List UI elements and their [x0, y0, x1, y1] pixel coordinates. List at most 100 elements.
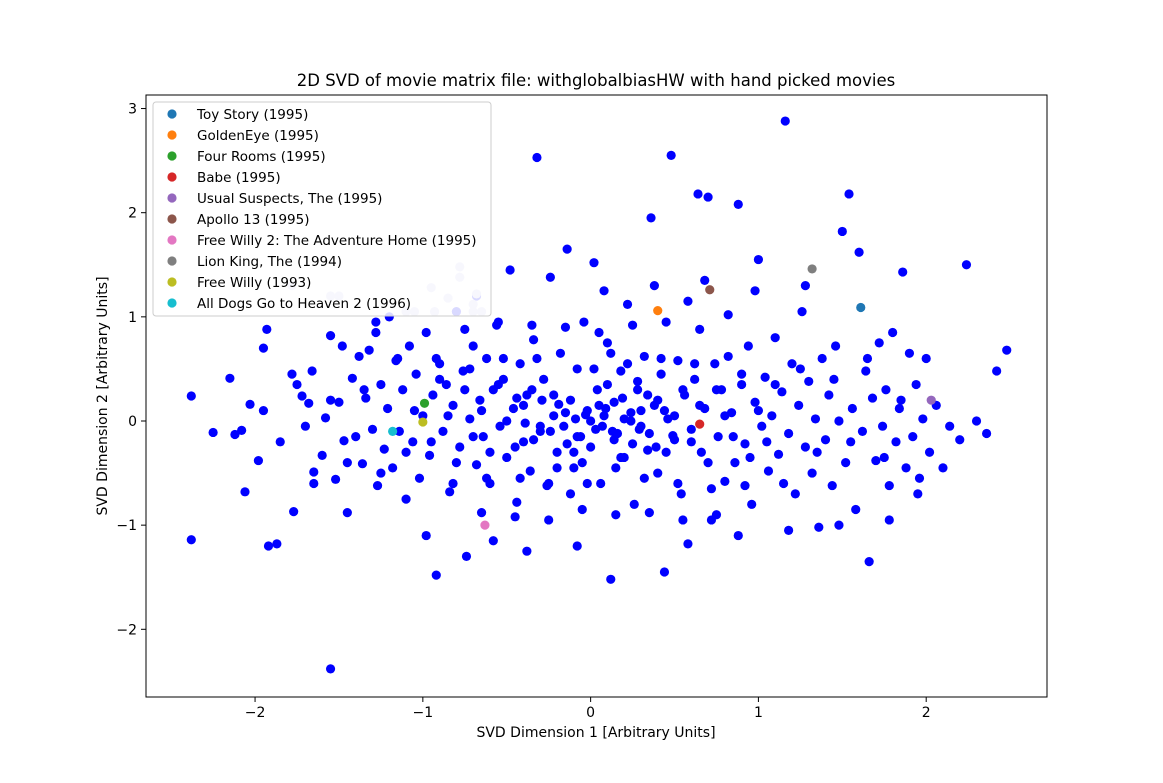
x-axis-label: SVD Dimension 1 [Arbitrary Units] — [476, 725, 715, 741]
background-point — [750, 286, 760, 296]
background-point — [300, 421, 310, 431]
background-point — [537, 395, 547, 405]
background-point — [559, 421, 569, 431]
background-point — [644, 508, 654, 518]
background-point — [544, 478, 554, 489]
background-point — [695, 400, 705, 410]
background-point — [325, 395, 336, 405]
background-point — [627, 320, 638, 330]
background-point — [757, 421, 767, 431]
background-point — [596, 478, 606, 489]
background-point — [1002, 345, 1012, 355]
background-point — [359, 385, 369, 395]
background-point — [478, 432, 488, 442]
background-point — [376, 379, 386, 390]
background-point — [515, 359, 525, 369]
background-point — [237, 425, 247, 435]
background-point — [589, 364, 599, 374]
plot-frame — [145, 94, 1048, 698]
background-point — [913, 489, 923, 499]
legend-marker-0 — [167, 109, 177, 119]
background-point — [824, 390, 834, 400]
background-point — [476, 405, 487, 416]
background-point — [622, 299, 633, 309]
background-point — [527, 385, 537, 395]
background-point — [644, 428, 654, 439]
background-point — [626, 416, 636, 426]
background-point — [448, 400, 458, 410]
background-point — [443, 411, 453, 421]
background-point — [767, 411, 777, 421]
background-point — [678, 385, 688, 395]
background-point — [706, 484, 717, 494]
background-point — [337, 341, 347, 351]
background-point — [592, 385, 602, 395]
background-point — [502, 416, 512, 426]
background-point — [569, 463, 579, 473]
background-point — [877, 421, 888, 431]
background-point — [272, 539, 282, 549]
background-point — [468, 432, 478, 442]
background-point — [287, 369, 297, 379]
background-point — [393, 353, 403, 364]
background-point — [723, 351, 733, 362]
background-point — [770, 333, 780, 343]
background-point — [713, 432, 723, 442]
background-point — [611, 463, 621, 473]
background-point — [528, 435, 539, 445]
background-point — [510, 442, 520, 452]
legend-marker-5 — [167, 214, 177, 224]
background-point — [334, 397, 344, 407]
background-point — [309, 478, 319, 489]
background-point — [804, 376, 814, 387]
background-point — [924, 447, 935, 457]
background-point — [488, 536, 498, 546]
background-point — [577, 458, 587, 468]
background-point — [720, 476, 730, 487]
x-tick-label: 1 — [754, 705, 763, 721]
background-point — [522, 546, 532, 556]
background-point — [955, 435, 965, 445]
background-point — [762, 437, 772, 447]
background-point — [740, 439, 750, 449]
series-point-0 — [856, 302, 866, 313]
background-point — [599, 286, 609, 296]
background-point — [545, 426, 555, 437]
background-point — [297, 391, 307, 401]
background-point — [421, 530, 431, 541]
background-point — [448, 478, 458, 489]
background-point — [891, 437, 901, 447]
background-point — [520, 418, 530, 428]
legend-label-5: Apollo 13 (1995) — [197, 212, 309, 228]
y-tick-label: −1 — [116, 518, 137, 534]
background-point — [780, 116, 790, 126]
y-tick-label: 1 — [128, 310, 137, 326]
background-point — [607, 426, 618, 437]
x-axis-ticks: −2 −1 0 1 2 — [245, 697, 931, 721]
background-point — [367, 424, 378, 434]
background-point — [634, 424, 644, 434]
background-point — [476, 508, 487, 518]
background-point — [864, 557, 874, 567]
background-point — [908, 432, 918, 442]
background-point — [703, 192, 713, 202]
background-point — [693, 189, 703, 199]
x-tick-label: −1 — [413, 705, 434, 721]
background-point — [555, 348, 566, 358]
background-point — [401, 494, 411, 504]
background-point — [342, 458, 352, 468]
background-point — [673, 355, 683, 366]
legend-marker-7 — [167, 256, 177, 266]
series-point-2 — [419, 398, 430, 408]
background-point — [572, 364, 582, 374]
background-point — [258, 343, 269, 353]
background-point — [468, 341, 478, 351]
background-point — [896, 395, 906, 405]
background-point — [465, 414, 475, 424]
series-point-9 — [388, 426, 398, 437]
background-point — [847, 403, 857, 414]
background-point — [601, 403, 611, 414]
background-point — [678, 515, 688, 525]
background-point — [572, 541, 582, 551]
background-point — [862, 353, 873, 364]
